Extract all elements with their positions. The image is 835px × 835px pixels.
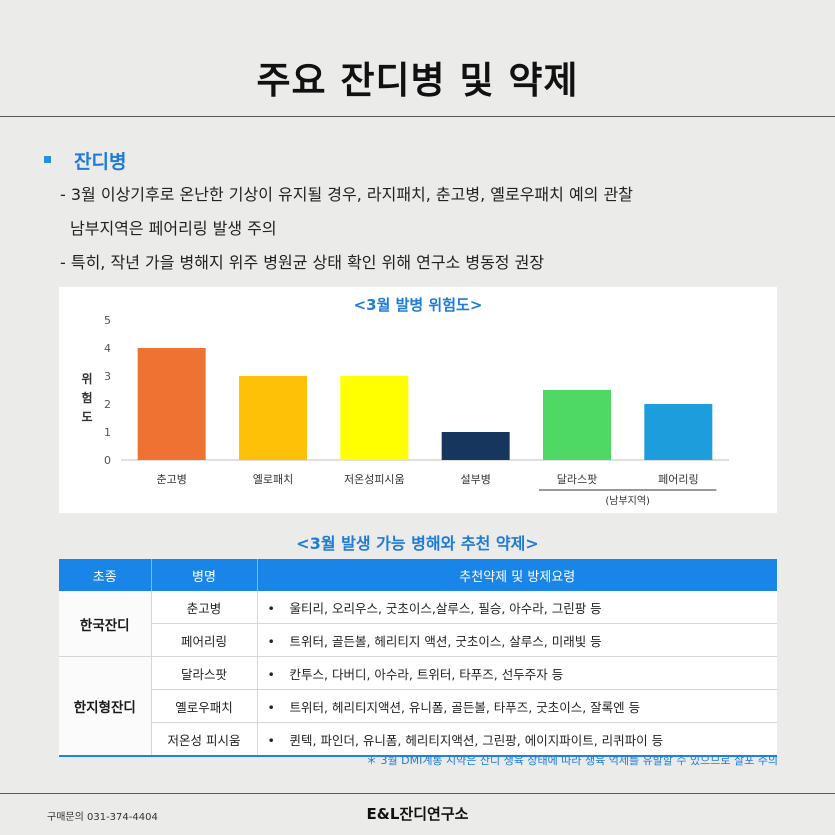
group-note: (남부지역) [605,495,650,507]
description-line-3: - 특히, 작년 가을 병해지 위주 병원균 상태 확인 위해 연구소 병동정 … [60,253,545,272]
footnote: ＊ 3월 DMI계통 시약은 잔디 생육 상태에 따라 생육 억제를 유발할 수… [366,754,778,767]
disease-cell: 옐로우패치 [151,689,258,723]
top-divider [0,116,835,117]
recommendation-text: 트위터, 헤리티지액션, 유니폼, 골든볼, 타푸즈, 굿초이스, 잘록엔 등 [289,699,641,715]
recommendation-text: 트위터, 골든볼, 헤리티지 액션, 굿초이스, 살루스, 미래빛 등 [289,633,602,649]
recommendation-text: 퀸텍, 파인더, 유니폼, 헤리티지액션, 그린팡, 에이지파이트, 리퀴파이 … [289,732,664,748]
section-title: 잔디병 [74,151,127,173]
table-row: 저온성 피시움 • 퀸텍, 파인더, 유니폼, 헤리티지액션, 그린팡, 에이지파… [59,722,777,757]
page-title: 주요 잔디병 및 약제 [256,59,579,102]
bullet-icon: • [267,699,275,715]
bottom-divider [0,793,835,794]
recommendation-cell: • 퀸텍, 파인더, 유니폼, 헤리티지액션, 그린팡, 에이지파이트, 리퀴파이… [257,722,777,757]
y-tick-label: 5 [104,314,111,327]
description-line-2: 남부지역은 페어리링 발생 주의 [70,219,277,238]
bullet-icon: • [267,633,275,649]
x-tick-label: 저온성피시움 [344,473,405,486]
x-tick-label: 춘고병 [156,473,186,486]
recommendation-cell: • 칸투스, 다버디, 아수라, 트위터, 타푸즈, 선두주자 등 [257,656,777,690]
recommendation-cell: • 트위터, 헤리티지액션, 유니폼, 골든볼, 타푸즈, 굿초이스, 잘록엔 등 [257,689,777,723]
bullet-icon: • [267,600,275,616]
bar-2 [239,376,307,460]
recommendation-cell: • 트위터, 골든볼, 헤리티지 액션, 굿초이스, 살루스, 미래빛 등 [257,623,777,657]
table-row: 옐로우패치 • 트위터, 헤리티지액션, 유니폼, 골든볼, 타푸즈, 굿초이스,… [59,689,777,723]
table-row: 페어리링 • 트위터, 골든볼, 헤리티지 액션, 굿초이스, 살루스, 미래빛 … [59,623,777,657]
brand-name: E&L잔디연구소 [366,805,469,823]
disease-cell: 춘고병 [151,591,258,624]
recommendation-text: 칸투스, 다버디, 아수라, 트위터, 타푸즈, 선두주자 등 [289,666,564,682]
bar-3 [340,376,409,460]
table-row: 한지형잔디 달라스팟 • 칸투스, 다버디, 아수라, 트위터, 타푸즈, 선두주… [59,656,777,757]
y-tick-label: 1 [104,426,111,439]
table-header-row: 초종 병명 추천약제 및 방제요령 [59,559,777,591]
y-axis-label-char: 험 [81,390,92,405]
disease-cell: 달라스팟 [151,656,258,690]
section-bullet-icon [44,156,51,163]
table-row: 한국잔디 춘고병 • 울티리, 오리우스, 굿초이스,살루스, 필승, 아수라, … [59,591,777,657]
header-recommendation: 추천약제 및 방제요령 [257,559,777,591]
category-cell: 한지형잔디 [59,656,152,757]
y-axis-label-char: 위 [81,372,92,386]
recommendation-cell: • 울티리, 오리우스, 굿초이스,살루스, 필승, 아수라, 그린팡 등 [257,591,777,624]
header-disease: 병명 [151,559,258,591]
chart-title: <3월 발병 위험도> [354,296,483,314]
category-cell: 한국잔디 [59,591,152,657]
y-tick-label: 4 [104,342,111,355]
bar-5 [543,390,611,460]
y-tick-label: 0 [104,454,111,467]
recommendation-table: 초종 병명 추천약제 및 방제요령 한국잔디 춘고병 • 울티리, 오리우스, 굿… [59,559,777,757]
bullet-icon: • [267,732,275,748]
y-tick-label: 3 [104,370,111,383]
x-tick-label: 설부병 [460,473,490,486]
bar-1 [137,348,206,460]
bar-6 [644,404,713,460]
bar-4 [441,432,510,460]
table-title: <3월 발생 가능 병해와 추천 약제> [296,534,539,553]
y-axis-label-char: 도 [81,410,92,424]
x-tick-label: 옐로패치 [253,473,293,486]
contact-info: 구매문의 031-374-4404 [47,812,158,823]
header-turf-type: 초종 [59,559,152,591]
bullet-icon: • [267,666,275,682]
y-tick-label: 2 [104,398,111,411]
description-line-1: - 3월 이상기후로 온난한 기상이 유지될 경우, 라지패치, 춘고병, 옐로… [60,185,633,204]
x-tick-label: 달라스팟 [557,473,597,486]
recommendation-text: 울티리, 오리우스, 굿초이스,살루스, 필승, 아수라, 그린팡 등 [289,600,602,616]
x-tick-label: 페어리링 [658,473,698,486]
disease-cell: 페어리링 [151,623,258,657]
disease-cell: 저온성 피시움 [151,722,258,757]
